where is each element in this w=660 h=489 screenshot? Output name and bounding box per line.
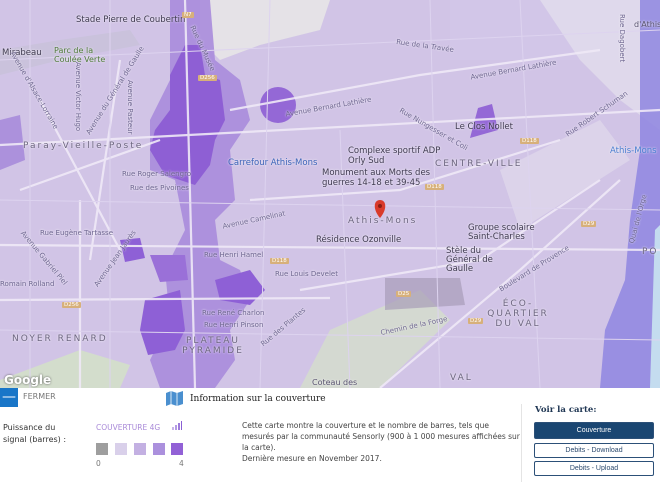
last-measure-text: Dernière mesure en November 2017. — [242, 454, 382, 463]
street-label: Rue Henri Hamel — [204, 251, 264, 259]
street-label: Avenue Victor Hugo — [74, 62, 82, 132]
map-label: Stade Pierre de Coubertin — [76, 15, 186, 25]
map-label: Résidence Ozonville — [316, 235, 402, 245]
map-label: PO — [642, 247, 659, 257]
legend-swatch-3 — [153, 443, 165, 455]
scale-max: 4 — [179, 459, 184, 468]
map-label: Paray-Vieille-Poste — [23, 141, 144, 151]
close-label[interactable]: FERMER — [23, 392, 56, 401]
map-label: Groupe scolaire Saint-Charles — [468, 223, 535, 242]
google-logo: Google — [4, 373, 52, 387]
map-label: Monument aux Morts des guerres 14-18 et … — [322, 168, 431, 188]
street-label: Rue des Pivoines — [130, 184, 189, 192]
map-label: PLATEAU PYRAMIDE — [182, 336, 244, 356]
legend-swatch-2 — [134, 443, 146, 455]
map-label: Athis-Mons — [348, 216, 418, 226]
map-label: Stèle du Général de Gaulle — [446, 246, 493, 274]
map-label: Mirabeau — [2, 48, 42, 58]
upload-speed-button[interactable]: Debits - Upload — [534, 461, 654, 476]
coverage-button[interactable]: Couverture — [534, 422, 654, 439]
street-label: Avenue Pasteur — [126, 80, 134, 135]
close-panel-button[interactable]: — — [0, 388, 18, 407]
info-panel: — FERMER Puissance du signal (barres) : … — [0, 388, 660, 489]
route-shield: D29 — [468, 318, 484, 324]
legend-swatch-4 — [171, 443, 183, 455]
coverage-title: COUVERTURE 4G — [96, 423, 161, 432]
divider — [521, 404, 522, 482]
route-shield: D118 — [520, 138, 539, 144]
minus-icon: — — [2, 389, 16, 405]
street-label: Romain Rolland — [0, 280, 55, 288]
street-label: Rue René Charlon — [202, 309, 265, 317]
map-label: d'Athis — [634, 20, 660, 29]
map-icon — [166, 391, 183, 406]
route-shield: N7 — [182, 12, 194, 18]
street-label: Rue Eugène Tartasse — [40, 229, 114, 237]
map-label: Le Clos Nollet — [455, 122, 513, 132]
info-title: Information sur la couverture — [190, 394, 326, 404]
street-label: Rue Louis Develet — [275, 270, 338, 278]
street-label: Rue Dagobert — [618, 14, 626, 63]
signal-label: Puissance du signal (barres) : — [3, 423, 67, 444]
description-text: Cette carte montre la couverture et le n… — [242, 421, 520, 452]
route-shield: D118 — [270, 258, 289, 264]
coverage-map[interactable]: Stade Pierre de Coubertin Mirabeau Parc … — [0, 0, 660, 388]
route-shield: D118 — [425, 184, 444, 190]
map-label: Carrefour Athis-Mons — [228, 158, 318, 168]
map-canvas — [0, 0, 660, 388]
map-label: NOYER RENARD — [12, 334, 108, 344]
map-label: Complexe sportif ADP Orly Sud — [348, 146, 441, 166]
coverage-description: Cette carte montre la couverture et le n… — [242, 420, 522, 464]
route-shield: D25 — [396, 291, 412, 297]
view-map-title: Voir la carte: — [535, 405, 597, 415]
map-label: Coteau des — [312, 378, 358, 387]
legend-swatch-0 — [96, 443, 108, 455]
legend-swatch-1 — [115, 443, 127, 455]
map-label: VAL — [450, 373, 473, 383]
map-label: CENTRE-VILLE — [435, 159, 523, 169]
map-label: ÉCO-QUARTIER DU VAL — [487, 299, 549, 329]
signal-bars-icon — [172, 421, 182, 430]
scale-min: 0 — [96, 459, 101, 468]
map-label: Athis-Mons — [610, 146, 657, 156]
route-shield: D256 — [198, 75, 217, 81]
route-shield: D29 — [581, 221, 597, 227]
route-shield: D256 — [62, 302, 81, 308]
map-label: Parc de la Coulée Verte — [54, 46, 106, 64]
download-speed-button[interactable]: Debits - Download — [534, 443, 654, 458]
street-label: Rue Roger Salengro — [122, 170, 192, 178]
street-label: Rue Henri Pinson — [204, 321, 264, 329]
location-pin-icon — [374, 200, 386, 218]
